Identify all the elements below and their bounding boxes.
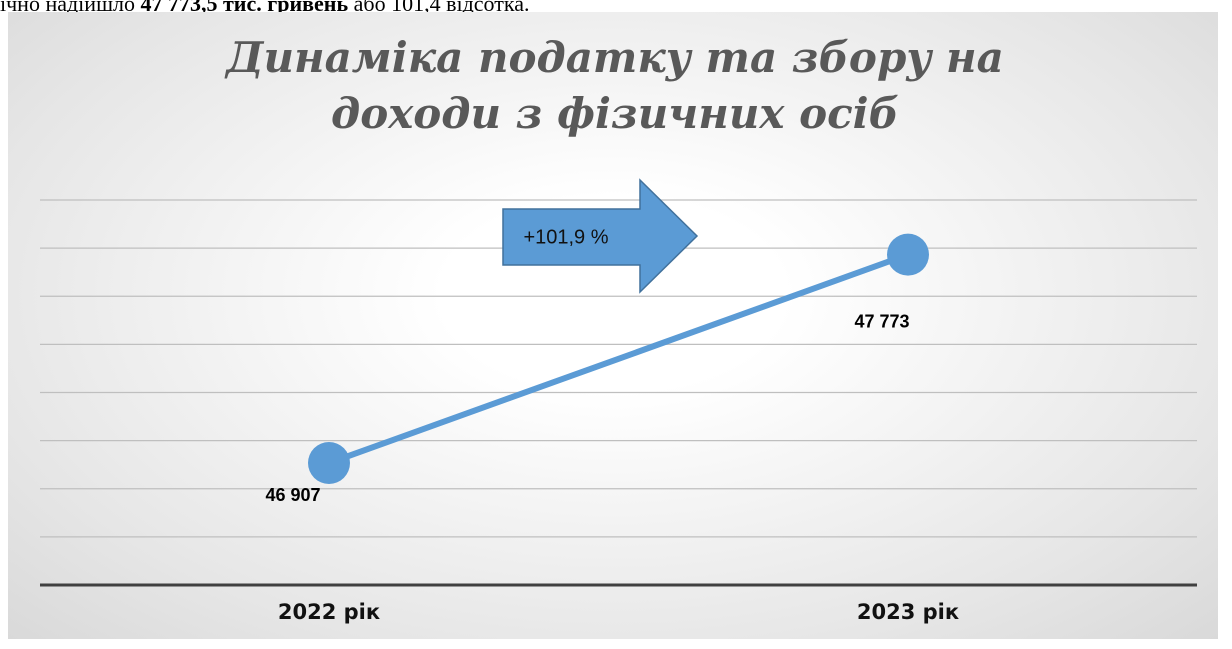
annotation-arrow xyxy=(502,178,699,294)
annotation: +101,9 % xyxy=(523,226,608,248)
marker xyxy=(887,233,929,276)
data-label: 47 773 xyxy=(854,311,909,331)
x-tick-label: 2022 рік xyxy=(278,600,380,624)
line xyxy=(327,251,910,466)
x-tick-label: 2023 рік xyxy=(857,600,959,624)
chart-area xyxy=(8,12,1218,639)
data-label: 46 907 xyxy=(265,485,320,505)
chart-title: Динаміка податку та збору на доходи з фі… xyxy=(226,33,1004,138)
marker xyxy=(308,442,350,485)
